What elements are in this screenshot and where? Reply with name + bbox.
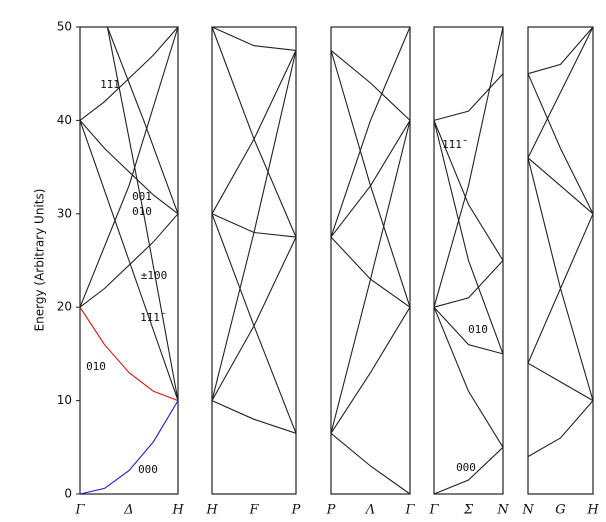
band-curve xyxy=(433,120,504,261)
band-curve xyxy=(106,26,179,214)
panel-frame xyxy=(79,26,179,495)
band-curve xyxy=(211,50,297,215)
band-curve xyxy=(527,157,594,401)
panel-frame xyxy=(330,26,411,495)
band-curve xyxy=(330,49,411,121)
band-annotation: 010 xyxy=(132,205,152,218)
band-curve xyxy=(330,120,411,434)
k-point-label: Σ xyxy=(463,503,474,518)
band-annotation: 1̄11 xyxy=(100,78,120,91)
band-curve xyxy=(433,73,504,121)
band-curve xyxy=(527,26,594,75)
y-tick-label: 20 xyxy=(57,300,72,314)
band-curve xyxy=(211,236,297,401)
band-curve xyxy=(211,26,297,51)
band-annotation: 1̄11̄ xyxy=(140,311,165,324)
band-annotation: ±100 xyxy=(141,269,168,282)
band-curve xyxy=(106,26,179,401)
k-point-label: Λ xyxy=(365,503,375,518)
band-curve xyxy=(433,306,504,448)
k-point-label: Γ xyxy=(404,503,415,518)
band-curve xyxy=(433,306,504,355)
band-curve xyxy=(330,432,411,495)
band-curve xyxy=(433,26,504,308)
band-annotation: 01̄0 xyxy=(468,323,488,336)
band-curve xyxy=(79,26,179,121)
band-curve xyxy=(79,120,179,215)
k-point-label: F xyxy=(248,503,259,518)
panel-frame xyxy=(527,26,594,495)
band-curve xyxy=(79,213,179,308)
band-curve xyxy=(433,446,504,495)
band-curve xyxy=(79,26,179,308)
k-point-label: Δ xyxy=(123,503,133,518)
band-curve xyxy=(211,50,297,401)
y-axis-label: Energy (Arbitrary Units) xyxy=(33,189,47,332)
k-point-label: Γ xyxy=(428,503,439,518)
band-annotation: 000 xyxy=(456,461,476,474)
band-curve xyxy=(211,26,297,238)
band-curve xyxy=(433,260,504,308)
band-curve xyxy=(527,26,594,159)
panel-frame xyxy=(211,26,297,495)
band-annotation: 1̄11̄ xyxy=(442,138,467,151)
band-curve xyxy=(79,400,179,495)
band-curve xyxy=(527,362,594,402)
y-tick-label: 0 xyxy=(64,487,72,501)
k-point-label: H xyxy=(171,503,184,518)
band-curve xyxy=(527,157,594,215)
k-point-label: H xyxy=(205,503,218,518)
band-curve xyxy=(433,120,504,355)
band-curve xyxy=(330,120,411,238)
k-point-label: H xyxy=(586,503,599,518)
y-tick-label: 50 xyxy=(57,20,72,34)
band-curve xyxy=(527,400,594,458)
band-curve xyxy=(330,26,411,238)
y-tick-label: 30 xyxy=(57,206,72,220)
band-curve xyxy=(330,50,411,308)
band-curve xyxy=(527,73,594,215)
band-annotation: 000 xyxy=(138,463,158,476)
band-curve xyxy=(211,400,297,434)
band-annotation: 001 xyxy=(132,190,152,203)
band-curve xyxy=(330,306,411,434)
k-point-label: Γ xyxy=(74,503,85,518)
band-curve xyxy=(211,213,297,434)
k-point-label: N xyxy=(496,503,509,518)
y-tick-label: 40 xyxy=(57,113,72,127)
k-point-label: N xyxy=(521,503,534,518)
band-annotation: 01̄0 xyxy=(86,360,106,373)
y-tick-label: 10 xyxy=(57,393,72,407)
k-point-label: P xyxy=(326,503,336,518)
k-point-label: P xyxy=(291,503,301,518)
band-curve xyxy=(79,306,179,402)
band-curve xyxy=(79,120,179,401)
k-point-label: G xyxy=(555,503,565,518)
